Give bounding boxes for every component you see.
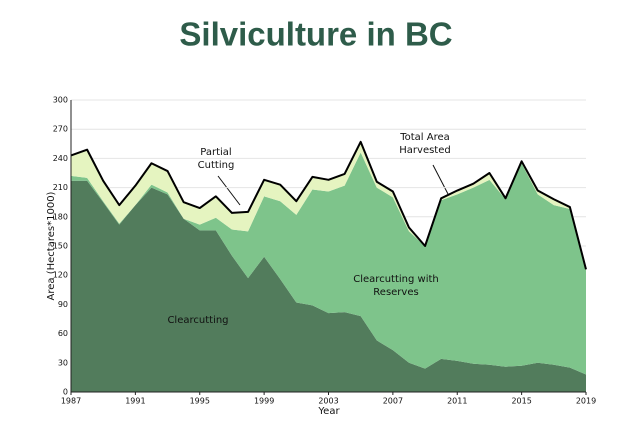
annotation-arrow bbox=[217, 175, 241, 206]
annotation: Clearcutting with bbox=[353, 274, 438, 285]
annotation-arrow bbox=[432, 164, 449, 195]
x-tick-label: 2015 bbox=[511, 397, 531, 406]
y-axis-label: Area (Hectares*1000) bbox=[46, 191, 57, 300]
total-line bbox=[70, 140, 587, 270]
chart-title: Silviculture in BC bbox=[179, 16, 452, 53]
x-tick-label: 1987 bbox=[61, 397, 81, 406]
y-tick-label: 0 bbox=[63, 388, 68, 397]
x-tick-label: 2011 bbox=[447, 397, 467, 406]
area bbox=[71, 180, 586, 392]
annotation: Cutting bbox=[198, 160, 235, 171]
area bbox=[71, 152, 586, 375]
annotation: Harvested bbox=[399, 145, 450, 156]
annotation: Partial bbox=[200, 147, 231, 158]
x-tick-label: 2007 bbox=[383, 397, 403, 406]
x-tick-label: 2019 bbox=[576, 397, 596, 406]
y-tick-label: 240 bbox=[53, 154, 68, 163]
y-tick-label: 150 bbox=[53, 242, 68, 251]
x-tick-label: 2003 bbox=[318, 397, 338, 406]
y-tick-label: 120 bbox=[53, 271, 68, 280]
y-tick-label: 210 bbox=[53, 183, 68, 192]
x-tick-label: 1999 bbox=[254, 397, 274, 406]
x-tick-label: 1995 bbox=[190, 397, 210, 406]
y-tick-label: 270 bbox=[53, 125, 68, 134]
x-tick-label: 1991 bbox=[125, 397, 145, 406]
x-axis-label: Year bbox=[317, 406, 340, 417]
annotation: Reserves bbox=[373, 287, 418, 298]
y-tick-label: 60 bbox=[58, 329, 68, 338]
y-tick-label: 180 bbox=[53, 212, 68, 221]
y-tick-label: 300 bbox=[53, 96, 68, 105]
annotation: Clearcutting bbox=[167, 315, 228, 326]
annotation: Total Area bbox=[399, 132, 450, 143]
y-tick-label: 90 bbox=[58, 300, 68, 309]
y-tick-label: 30 bbox=[58, 358, 68, 367]
